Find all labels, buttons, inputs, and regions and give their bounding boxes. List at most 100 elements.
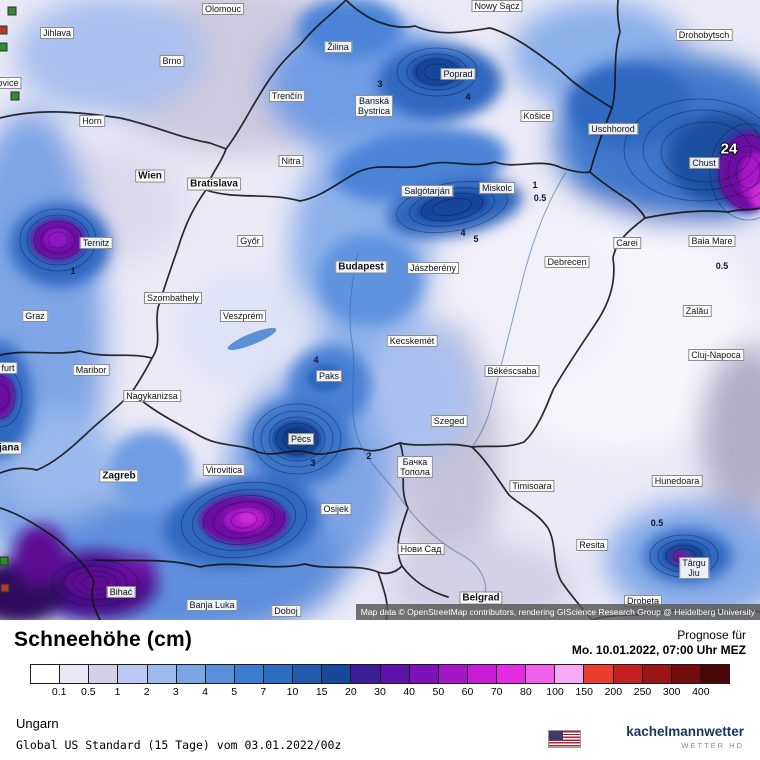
city-label: Wien [135, 169, 165, 183]
color-scale: 0.1 0.5 1 2 3 4 5 7 10 15 20 30 40 50 60 70 80 100 150 200 2… [30, 664, 730, 700]
legend-value-label: 300 [662, 686, 681, 698]
legend-color-segment [351, 665, 381, 683]
map-title: Schneehöhe (cm) [14, 628, 193, 651]
city-label: Uschhorod [588, 123, 638, 135]
legend-color-segment [555, 665, 585, 683]
legend-color-segment [234, 665, 264, 683]
legend-color-segment [31, 665, 61, 683]
model-block: Ungarn Global US Standard (15 Tage) vom … [16, 716, 341, 752]
city-label: Bihać [106, 586, 136, 598]
city-label: Poprad [440, 68, 476, 80]
legend-color-segment [60, 665, 90, 683]
city-marker-icon [0, 556, 9, 566]
city-label: Hunedoara [651, 475, 703, 487]
city-label: Maribor [72, 364, 110, 376]
city-label: Pécs [287, 433, 315, 445]
city-label: Nowy Sącz [471, 0, 523, 12]
rivers [349, 171, 567, 598]
legend-value-label: 3 [172, 686, 179, 698]
contour-value-label: 0.5 [650, 518, 664, 528]
city-label: Trenčín [268, 90, 306, 102]
legend-value-label: 0.1 [51, 686, 67, 698]
legend-value-label: 250 [633, 686, 652, 698]
legend-value-label: 5 [231, 686, 238, 698]
city-label: Košice [520, 110, 554, 122]
legend-color-segment [642, 665, 672, 683]
legend-value-label: 50 [432, 686, 445, 698]
legend-bar [30, 664, 730, 684]
legend-color-segment [700, 665, 729, 683]
city-label: Banská Bystrica [354, 95, 394, 117]
forecast-label: Prognose für [677, 628, 746, 642]
contour-value-label: 2 [366, 451, 372, 461]
city-label: Brno [159, 55, 185, 67]
legend-color-segment [322, 665, 352, 683]
map-attribution: Map data © OpenStreetMap contributors, r… [355, 604, 760, 620]
city-label: Horn [79, 115, 105, 127]
legend-value-label: 30 [374, 686, 386, 698]
city-label: Drohobytsch [675, 29, 733, 41]
legend-value-label: 400 [692, 686, 710, 698]
snow-shading-cores [0, 57, 760, 597]
city-label: Cluj-Napoca [688, 349, 744, 361]
legend-value-label: 150 [575, 686, 593, 698]
city-label: Нови Сад [397, 543, 445, 555]
model-info: Global US Standard (15 Tage) vom 03.01.2… [16, 738, 342, 752]
legend-color-segment [467, 665, 497, 683]
city-label: furt [0, 362, 18, 374]
city-label: Timisoara [509, 480, 555, 492]
city-label: Paks [315, 370, 343, 382]
city-label: Бачка Топола [397, 456, 433, 478]
contour-value-label: 0.5 [533, 193, 547, 203]
legend-color-segment [293, 665, 323, 683]
contour-value-label: 1 [70, 266, 76, 276]
legend-value-label: 2 [143, 686, 150, 698]
city-label: Zalău [682, 305, 712, 317]
city-marker-icon [0, 25, 8, 35]
legend-color-segment [147, 665, 177, 683]
contour-rings [0, 47, 760, 607]
legend-color-segment [409, 665, 439, 683]
brand-subtitle: WETTER HD [681, 741, 744, 750]
city-label: Zagreb [99, 469, 139, 483]
city-label: Ternitz [79, 237, 113, 249]
kachelmann-logo-icon: k. [597, 729, 611, 747]
city-label: jana [0, 441, 23, 455]
city-label: Belgrad [459, 591, 503, 605]
legend-value-label: 0.5 [81, 686, 96, 698]
map-overlay: Jihlava Brno Olomouc Žilina Nowy Sącz Poprad D… [0, 0, 744, 617]
legend-value-label: 200 [604, 686, 623, 698]
city-label: Jihlava [39, 27, 75, 39]
legend-value-label: 7 [260, 686, 267, 698]
legend-value-label: 10 [286, 686, 299, 698]
legend-value-label: 70 [490, 686, 503, 698]
legend-color-segment [264, 665, 294, 683]
contour-value-label: 0.5 [715, 261, 729, 271]
city-label: Győr [237, 235, 263, 247]
city-label: Szeged [430, 415, 468, 427]
legend-color-segment [205, 665, 235, 683]
legend-value-label: 4 [202, 686, 208, 698]
city-label: Szombathely [143, 292, 203, 304]
city-label: jovice [0, 77, 22, 89]
legend-value-label: 1 [114, 686, 121, 698]
contour-value-label: 4 [460, 228, 466, 238]
city-label: Doboj [271, 605, 301, 617]
contour-value-label: 1 [532, 180, 538, 190]
legend-value-label: 80 [519, 686, 532, 698]
city-label: Nagykanizsa [123, 390, 181, 402]
city-label: Osijek [320, 503, 352, 515]
contour-value-label: 5 [473, 234, 479, 244]
city-label: Chust [689, 157, 719, 169]
legend-value-label: 20 [344, 686, 357, 698]
us-flag-icon [548, 729, 582, 748]
city-marker-icon [7, 6, 17, 16]
legend-color-segment [438, 665, 468, 683]
city-label: Veszprém [219, 310, 267, 322]
city-marker-icon [0, 42, 8, 52]
snow-depth-map: Jihlava Brno Olomouc Žilina Nowy Sącz Poprad D… [0, 0, 760, 620]
legend-value-label: 100 [546, 686, 564, 698]
city-label: Békéscsaba [484, 365, 540, 377]
city-label: Resita [576, 539, 608, 551]
city-label: Banja Luka [186, 599, 238, 611]
